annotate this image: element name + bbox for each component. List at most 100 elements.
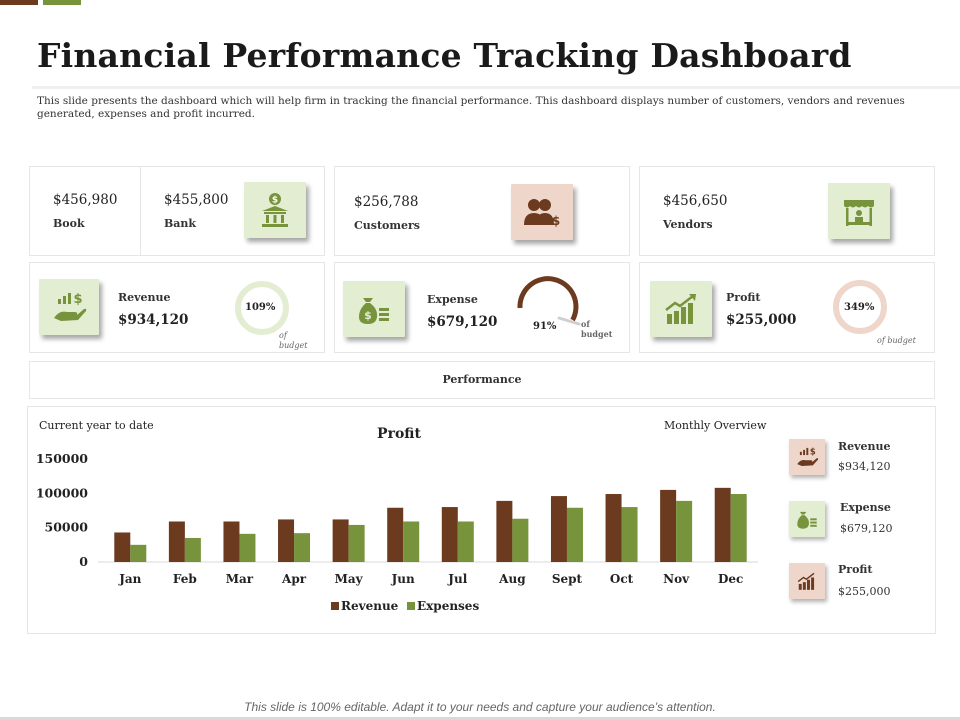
bar-expenses-feb (184, 537, 201, 562)
overview-profit-tile (789, 563, 825, 599)
book-label: Book (53, 217, 85, 230)
title-divider (32, 86, 960, 89)
overview-profit-value: $255,000 (838, 585, 891, 598)
bank-value: $455,800 (164, 192, 229, 208)
revenue-icon-tile: $ (39, 279, 99, 335)
bar-expenses-mar (239, 533, 256, 562)
bar-revenue-mar (223, 521, 240, 562)
expense-icon-tile: $ (343, 281, 405, 337)
profit-chart-card: Current year to date Monthly Overview Pr… (27, 406, 936, 634)
expense-metric-label: Expense (427, 293, 478, 306)
expense-budget-gauge (517, 276, 581, 326)
accent-bar-brown (0, 0, 38, 5)
customers-value: $256,788 (354, 194, 419, 210)
bar-revenue-dec (714, 487, 731, 562)
bank-icon-tile: $ (244, 182, 306, 238)
overview-item-profit: Profit $255,000 (789, 563, 929, 603)
vendors-icon-tile (828, 183, 890, 239)
vendors-value: $456,650 (663, 193, 728, 209)
y-tick-label: 100000 (36, 485, 88, 500)
bank-icon: $ (262, 193, 288, 227)
revenue-budget-ring (235, 281, 289, 335)
bar-expenses-aug (512, 518, 529, 562)
customers-icon-tile: $ (511, 184, 573, 240)
bar-expenses-apr (294, 533, 311, 562)
bar-expenses-dec (730, 494, 747, 562)
footer-note: This slide is 100% editable. Adapt it to… (244, 700, 716, 714)
performance-title: Performance (442, 373, 522, 386)
bar-revenue-may (332, 519, 349, 562)
revenue-metric-card: $ Revenue $934,120 109% of budget (29, 262, 325, 353)
profit-budget-note: of budget (877, 336, 916, 345)
svg-text:$: $ (272, 196, 278, 206)
chart-left-caption: Current year to date (39, 419, 154, 432)
overview-revenue-tile: $ (789, 439, 825, 475)
bar-revenue-feb (168, 521, 185, 562)
bar-expenses-jul (457, 521, 474, 562)
bank-label: Bank (164, 217, 197, 230)
expense-budget-note: of budget (581, 319, 612, 339)
x-tick-label: Oct (610, 572, 634, 586)
bar-expenses-nov (676, 500, 693, 562)
x-tick-label: May (335, 572, 364, 586)
profit-percent: 349% (844, 302, 875, 313)
expense-percent: 91% (533, 321, 557, 332)
customers-icon: $ (524, 199, 560, 227)
profit-bar-chart: Profit 0 50000 100000 150000 Jan Feb Mar Apr May J… (36, 426, 758, 613)
x-tick-label: Aug (498, 572, 526, 586)
bar-expenses-jun (403, 521, 420, 562)
y-tick-label: 0 (79, 554, 88, 569)
expense-note-budget: budget (581, 329, 613, 339)
revenue-note-of: of (279, 331, 287, 340)
x-tick-label: Apr (281, 572, 307, 586)
profit-metric-card: Profit $255,000 349% of budget (639, 262, 935, 353)
book-bank-card: $456,980 Book $455,800 Bank $ (29, 166, 325, 256)
customers-card: $256,788 Customers $ (334, 166, 630, 256)
bar-revenue-jan (114, 532, 131, 562)
growth-chart-icon (665, 294, 696, 324)
expense-metric-value: $679,120 (427, 314, 498, 330)
growth-chart-icon (797, 572, 815, 590)
vendors-card: $456,650 Vendors (639, 166, 935, 256)
money-bag-icon: $ (359, 298, 389, 324)
vendors-label: Vendors (663, 218, 713, 231)
bar-revenue-oct (605, 494, 622, 562)
revenue-metric-value: $934,120 (118, 312, 189, 328)
x-tick-label: Jun (391, 572, 415, 586)
legend-label-expenses: Expenses (417, 599, 479, 613)
customers-label: Customers (354, 219, 420, 232)
bar-revenue-nov (660, 489, 677, 562)
x-tick-label: Jul (447, 572, 467, 586)
profit-metric-label: Profit (726, 291, 761, 304)
bar-expenses-jan (130, 544, 147, 562)
overview-item-revenue: $ Revenue $934,120 (789, 439, 929, 479)
x-tick-label: Nov (663, 572, 690, 586)
overview-expense-tile (789, 501, 825, 537)
profit-icon-tile (650, 281, 712, 337)
book-value: $456,980 (53, 192, 118, 208)
performance-header: Performance (29, 361, 935, 399)
bar-revenue-apr (278, 519, 295, 562)
svg-text:$: $ (73, 292, 82, 307)
x-tick-label: Feb (173, 572, 197, 586)
hand-money-icon: $ (797, 446, 819, 467)
x-tick-label: Dec (718, 572, 743, 586)
expense-metric-card: $ Expense $679,120 91% of budget (334, 262, 630, 353)
bar-revenue-jul (441, 507, 458, 562)
card-divider (140, 167, 141, 255)
bar-expenses-may (348, 524, 365, 562)
accent-bar-green (43, 0, 81, 5)
vendor-stall-icon (844, 200, 874, 226)
overview-revenue-label: Revenue (838, 440, 891, 453)
bar-expenses-oct (621, 507, 638, 562)
revenue-note-budget: budget (279, 341, 308, 350)
x-tick-label: Sept (552, 572, 583, 586)
expense-note-of: of (581, 319, 590, 329)
overview-item-expense: Expense $679,120 (789, 501, 929, 541)
profit-metric-value: $255,000 (726, 312, 797, 328)
legend-swatch-expenses (407, 602, 415, 610)
svg-text:$: $ (810, 446, 816, 456)
x-tick-label: Jan (118, 572, 141, 586)
x-tick-label: Mar (226, 572, 254, 586)
hand-money-icon: $ (54, 292, 87, 321)
